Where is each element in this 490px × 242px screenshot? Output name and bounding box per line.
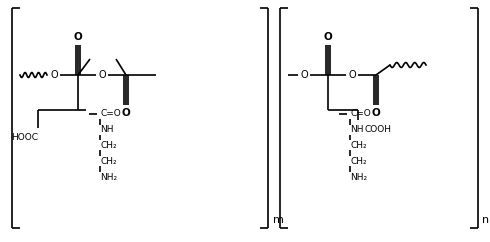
Text: CH₂: CH₂ [350, 141, 367, 150]
Text: O: O [122, 108, 130, 118]
Text: CH₂: CH₂ [350, 157, 367, 166]
Text: O: O [98, 70, 106, 80]
Text: HOOC: HOOC [11, 134, 39, 143]
Text: O: O [371, 108, 380, 118]
Text: CH₂: CH₂ [100, 141, 117, 150]
Text: O: O [323, 32, 332, 42]
Text: O: O [50, 70, 58, 80]
Text: n: n [483, 215, 490, 225]
Text: O: O [348, 70, 356, 80]
Text: m: m [272, 215, 283, 225]
Text: C=O: C=O [350, 109, 371, 119]
Text: NH₂: NH₂ [100, 173, 117, 182]
Text: NH: NH [350, 126, 364, 135]
Text: C=O: C=O [100, 109, 121, 119]
Text: NH: NH [100, 126, 114, 135]
Text: CH₂: CH₂ [100, 157, 117, 166]
Text: O: O [300, 70, 308, 80]
Text: O: O [74, 32, 82, 42]
Text: NH₂: NH₂ [350, 173, 367, 182]
Text: COOH: COOH [364, 126, 391, 135]
